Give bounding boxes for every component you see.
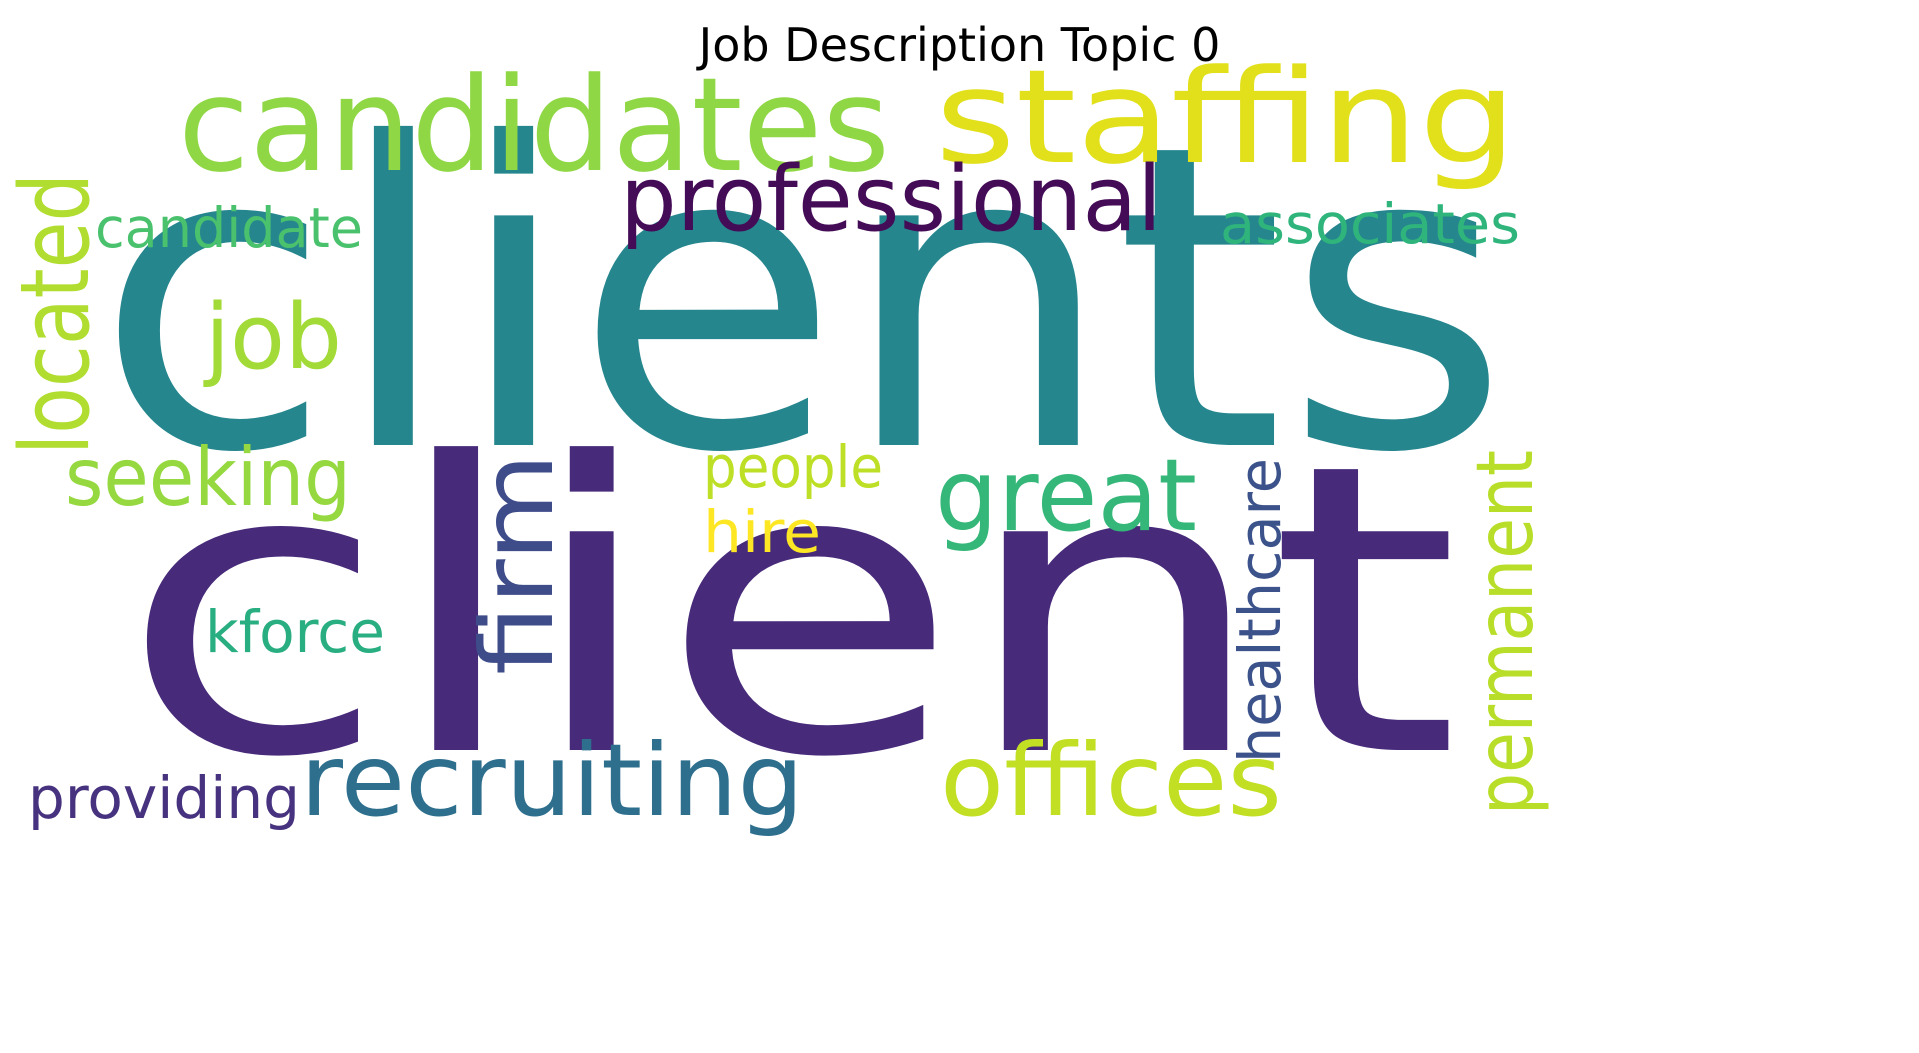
word-permanent: permanent <box>1461 450 1551 815</box>
word-candidate: candidate <box>95 196 363 260</box>
word-associates: associates <box>1220 192 1520 256</box>
word-staffing: staffing <box>935 41 1517 193</box>
word-great: great <box>935 437 1197 554</box>
word-people: people <box>703 433 883 501</box>
word-located: located <box>1 173 111 455</box>
word-clients: clients <box>95 56 1510 545</box>
word-candidates: candidates <box>178 49 890 201</box>
word-offices: offices <box>940 722 1282 839</box>
word-seeking: seeking <box>65 431 351 524</box>
word-professional: professional <box>620 147 1162 252</box>
chart-title: Job Description Topic 0 <box>698 18 1221 72</box>
word-kforce: kforce <box>205 598 385 666</box>
word-providing: providing <box>28 764 300 832</box>
word-firm: firm <box>459 453 576 675</box>
word-job: job <box>203 285 342 390</box>
word-client: client <box>120 380 1460 845</box>
word-hire: hire <box>703 498 821 566</box>
word-recruiting: recruiting <box>300 722 804 839</box>
word-healthcare: healthcare <box>1226 458 1294 763</box>
